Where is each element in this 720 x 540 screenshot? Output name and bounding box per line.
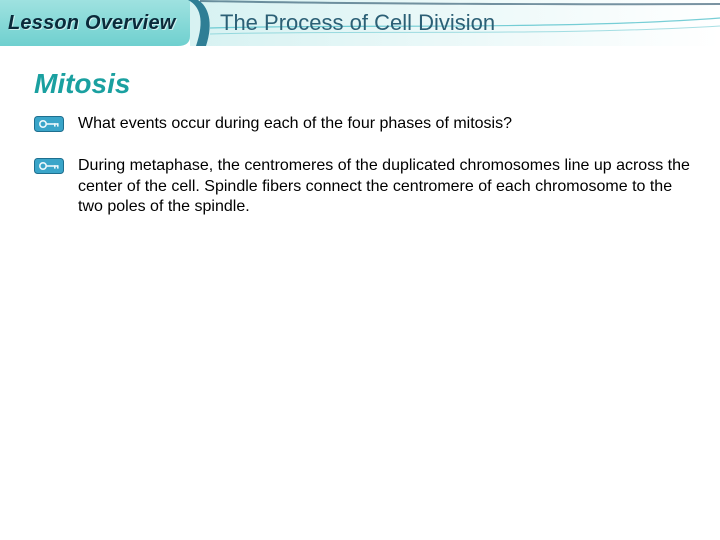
bullet-text: During metaphase, the centromeres of the… (78, 156, 690, 217)
key-bullet-icon (34, 158, 64, 174)
section-title: Mitosis (34, 68, 130, 100)
slide: Lesson Overview The Process of Cell Divi… (0, 0, 720, 540)
bullet-list: What events occur during each of the fou… (34, 114, 690, 240)
header-title-wrap: The Process of Cell Division (220, 0, 495, 46)
key-bullet-icon (34, 116, 64, 132)
bullet-text: What events occur during each of the fou… (78, 114, 512, 134)
slide-header: Lesson Overview The Process of Cell Divi… (0, 0, 720, 46)
list-item: What events occur during each of the fou… (34, 114, 690, 134)
list-item: During metaphase, the centromeres of the… (34, 156, 690, 217)
header-left-block: Lesson Overview (0, 0, 190, 46)
lesson-overview-label: Lesson Overview (8, 12, 176, 35)
lesson-title: The Process of Cell Division (220, 10, 495, 36)
